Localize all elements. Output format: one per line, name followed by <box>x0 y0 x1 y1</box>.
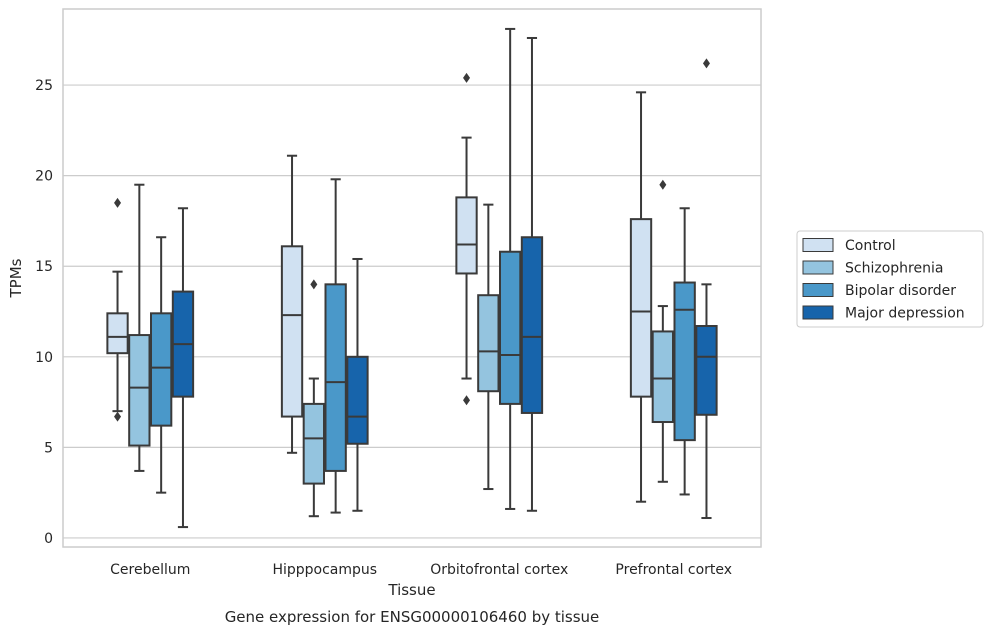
box-major-depression <box>520 36 544 512</box>
box-bipolar-disorder <box>324 178 347 514</box>
y-tick-label: 5 <box>44 440 53 456</box>
box-control <box>106 197 129 422</box>
iqr-box <box>520 236 544 414</box>
iqr-box <box>150 312 173 427</box>
box-control <box>455 72 478 406</box>
boxes <box>106 27 718 529</box>
box-major-depression <box>171 207 195 529</box>
outlier-point <box>114 411 122 422</box>
iqr-box <box>302 402 325 485</box>
outlier-point <box>463 72 471 83</box>
legend-label: Major depression <box>845 306 965 322</box>
x-tick-labels: Cerebellum Hipppocampus Orbitofrontal cort… <box>110 562 732 578</box>
box-bipolar-disorder <box>499 27 522 510</box>
box-major-depression <box>346 257 369 512</box>
box-schizophrenia <box>128 183 151 472</box>
legend-label: Control <box>845 238 896 254</box>
legend-swatch <box>802 238 834 252</box>
outlier-point <box>463 395 471 406</box>
iqr-box <box>128 334 151 447</box>
box-bipolar-disorder <box>673 207 696 496</box>
legend: Control Schizophrenia Bipolar disorder Majo… <box>796 230 984 328</box>
iqr-box <box>629 218 653 398</box>
y-tick-label: 0 <box>44 531 53 547</box>
iqr-box <box>280 245 304 418</box>
x-tick-label: Prefrontal cortex <box>615 562 732 578</box>
box-schizophrenia <box>302 279 325 518</box>
legend-swatch <box>802 283 834 297</box>
outlier-point <box>114 197 122 208</box>
x-tick-label: Hipppocampus <box>272 562 377 578</box>
legend-swatch <box>802 260 834 275</box>
outlier-point <box>702 58 710 69</box>
iqr-box <box>455 196 478 275</box>
iqr-box <box>346 355 369 445</box>
iqr-box <box>673 281 696 442</box>
legend-label: Schizophrenia <box>845 261 943 277</box>
box-schizophrenia <box>651 179 674 483</box>
y-tick-labels: 0 5 10 15 20 25 <box>35 78 53 547</box>
iqr-box <box>651 330 674 424</box>
outlier-point <box>310 279 318 290</box>
plot-frame <box>62 8 762 548</box>
iqr-box <box>477 294 500 393</box>
iqr-box <box>695 325 718 416</box>
y-tick-label: 25 <box>35 78 53 94</box>
iqr-box <box>324 283 347 472</box>
y-tick-label: 10 <box>35 350 53 366</box>
box-major-depression <box>695 58 718 520</box>
iqr-box <box>106 312 129 355</box>
x-tick-label: Cerebellum <box>110 562 190 578</box>
chart-caption: Gene expression for ENSG00000106460 by t… <box>225 608 600 626</box>
x-tick-label: Orbitofrontal cortex <box>430 562 568 578</box>
legend-frame <box>796 230 984 328</box>
box-control <box>629 91 653 503</box>
y-tick-label: 15 <box>35 259 53 275</box>
x-axis-label: Tissue <box>387 581 435 599</box>
box-schizophrenia <box>477 203 500 491</box>
legend-label: Bipolar disorder <box>845 283 956 299</box>
plot-background <box>63 9 761 547</box>
outlier-point <box>659 179 667 190</box>
y-tick-label: 20 <box>35 169 53 185</box>
iqr-box <box>499 250 522 405</box>
y-axis-label: TPMs <box>7 258 25 298</box>
box-bipolar-disorder <box>150 236 173 494</box>
legend-swatch <box>802 305 834 320</box>
box-control <box>280 154 304 454</box>
